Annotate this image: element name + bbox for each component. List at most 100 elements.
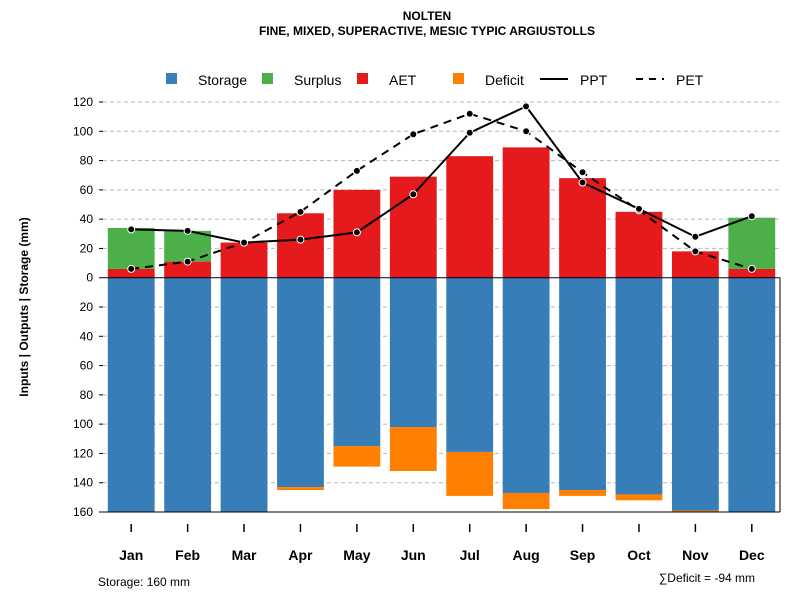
storage-bar-mar [220, 277, 268, 512]
chart-title: NOLTEN [403, 9, 451, 23]
legend-label-surplus: Surplus [294, 72, 341, 88]
storage-bar-jun [389, 277, 437, 428]
pet-point-jun [409, 130, 418, 139]
aet-bar-apr [277, 213, 324, 278]
x-tick-label-apr: Apr [288, 547, 313, 563]
x-tick-label-feb: Feb [175, 547, 200, 563]
deficit-annotation: ∑Deficit = -94 mm [659, 571, 755, 585]
x-tick-label-nov: Nov [682, 547, 709, 563]
y-tick-label: 140 [73, 476, 93, 490]
pet-point-jul [465, 109, 474, 118]
y-tick-label: 20 [80, 241, 94, 255]
x-tick-label-oct: Oct [627, 547, 651, 563]
surplus-bar-dec [728, 217, 776, 269]
ppt-line [131, 105, 753, 244]
y-axis-label: Inputs | Outputs | Storage (mm) [17, 217, 31, 396]
chart-subtitle: FINE, MIXED, SUPERACTIVE, MESIC TYPIC AR… [259, 24, 595, 38]
pet-point-feb [183, 257, 192, 266]
axes [103, 277, 781, 513]
y-tick-label: 100 [73, 417, 93, 431]
y-tick-label: 80 [80, 388, 94, 402]
storage-bar-jul [446, 277, 494, 452]
y-tick-label: 20 [80, 300, 94, 314]
x-tick-label-sep: Sep [570, 547, 596, 563]
series-lines [131, 105, 753, 270]
aet-bar-dec [728, 268, 776, 278]
pet-point-may [352, 166, 361, 175]
y-tick-label: 0 [86, 271, 93, 285]
ppt-point-apr [296, 235, 305, 244]
gridlines [103, 101, 780, 513]
legend-label-deficit: Deficit [485, 72, 524, 88]
deficit-bar-jun [389, 427, 437, 471]
ppt-point-oct [634, 204, 643, 213]
aet-bar-jul [446, 156, 494, 278]
x-tick-label-jan: Jan [119, 547, 143, 563]
storage-bar-feb [164, 277, 212, 512]
y-tick-label: 40 [80, 212, 94, 226]
ppt-point-may [352, 228, 361, 237]
legend-label-ppt: PPT [580, 72, 608, 88]
storage-bar-aug [502, 277, 550, 493]
x-tick-label-dec: Dec [739, 547, 765, 563]
x-tick-label-mar: Mar [232, 547, 257, 563]
ppt-point-mar [240, 238, 249, 247]
y-tick-label: 60 [80, 183, 94, 197]
legend-label-pet: PET [676, 72, 704, 88]
y-tick-label: 100 [73, 124, 93, 138]
legend-label-aet: AET [389, 72, 417, 88]
pet-point-nov [691, 247, 700, 256]
ppt-point-sep [578, 178, 587, 187]
pet-point-apr [296, 207, 305, 216]
y-tick-label: 80 [80, 154, 94, 168]
aet-bar-jan [107, 268, 155, 278]
y-tick-label: 160 [73, 505, 93, 519]
deficit-bar-nov [671, 510, 719, 512]
ppt-point-jan [127, 225, 136, 234]
ppt-point-dec [747, 212, 756, 221]
storage-bar-sep [559, 277, 606, 491]
storage-bar-nov [671, 277, 719, 511]
x-ticks: Jan Feb Mar Apr May Jun Jul Aug Sep Oct Nov Dec [119, 524, 765, 563]
aet-bar-sep [559, 178, 606, 278]
deficit-bar-apr [277, 487, 324, 491]
legend-swatch-deficit [453, 73, 464, 84]
storage-bar-oct [615, 277, 663, 495]
pet-point-jan [127, 264, 136, 273]
storage-bar-apr [277, 277, 324, 488]
x-tick-label-jun: Jun [401, 547, 426, 563]
pet-point-aug [522, 127, 531, 136]
surplus-bar-jan [107, 227, 155, 269]
aet-bar-aug [502, 147, 550, 278]
deficit-bar-sep [559, 490, 606, 496]
x-tick-label-aug: Aug [513, 547, 540, 563]
y-ticks: 120 100 80 60 40 20 0 20 40 60 80 100 120 140 160 [73, 95, 103, 519]
bars [107, 147, 776, 512]
ppt-point-jul [465, 128, 474, 137]
pet-point-dec [747, 264, 756, 273]
legend-swatch-surplus [262, 73, 273, 84]
storage-annotation: Storage: 160 mm [98, 575, 190, 589]
y-tick-label: 120 [73, 95, 93, 109]
storage-bar-jan [107, 277, 155, 512]
deficit-bar-oct [615, 494, 663, 501]
legend: Storage Surplus AET Deficit PPT PET [166, 72, 704, 88]
storage-bar-dec [728, 277, 776, 512]
pet-point-sep [578, 168, 587, 177]
legend-label-storage: Storage [198, 72, 247, 88]
series-points [127, 102, 756, 273]
ppt-point-nov [691, 232, 700, 241]
deficit-bar-aug [502, 492, 550, 510]
ppt-point-jun [409, 190, 418, 199]
deficit-bar-jul [446, 451, 494, 496]
x-tick-label-jul: Jul [460, 547, 480, 563]
aet-bar-feb [164, 261, 212, 278]
y-tick-label: 120 [73, 446, 93, 460]
y-tick-label: 40 [80, 329, 94, 343]
ppt-point-feb [183, 226, 192, 235]
ppt-point-aug [522, 102, 531, 111]
x-tick-label-may: May [343, 547, 370, 563]
legend-swatch-aet [357, 73, 368, 84]
y-tick-label: 60 [80, 359, 94, 373]
